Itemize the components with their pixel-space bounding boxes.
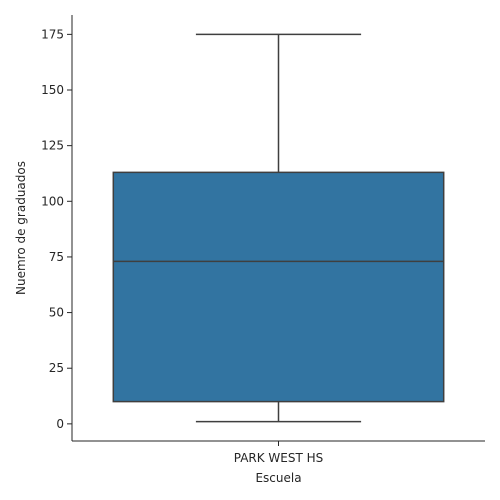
y-tick-label: 150 [41,83,64,97]
y-tick-label: 125 [41,139,64,153]
x-axis-label: Escuela [255,471,301,485]
y-axis-label: Nuemro de graduados [14,161,28,295]
y-tick-label: 50 [49,306,64,320]
box [112,171,445,403]
y-tick-label: 75 [49,250,64,264]
x-tick-label: PARK WEST HS [234,451,324,465]
y-ticks: 0 25 50 75 100 125 150 175 [41,27,72,431]
y-tick-label: 100 [41,194,64,208]
y-tick-label: 25 [49,361,64,375]
y-tick-label: 0 [56,417,64,431]
y-tick-label: 175 [41,27,64,41]
plot-area [112,33,445,423]
x-ticks: PARK WEST HS [234,441,324,465]
